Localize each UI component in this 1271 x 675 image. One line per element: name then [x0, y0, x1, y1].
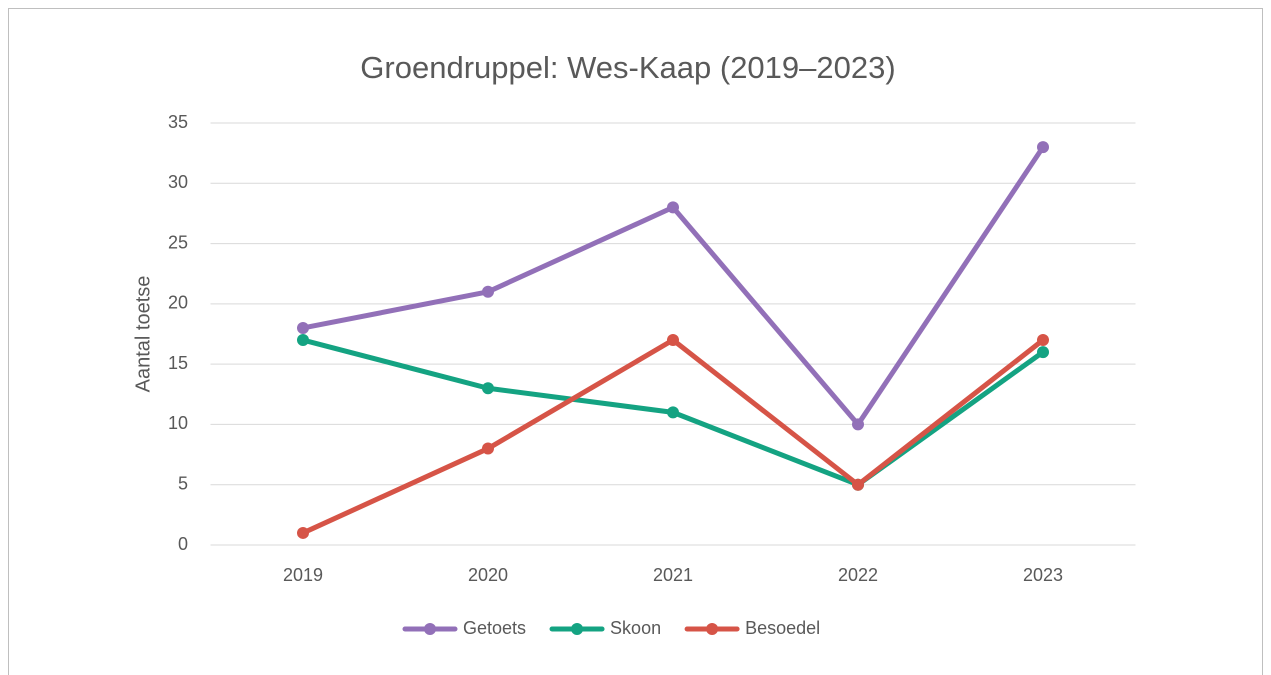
- series-marker: [1037, 346, 1049, 359]
- legend-marker: [424, 623, 436, 635]
- legend-label: Besoedel: [745, 618, 820, 638]
- y-tick-label: 15: [168, 353, 188, 373]
- x-tick-label: 2020: [468, 565, 508, 585]
- series-marker: [482, 382, 494, 395]
- series-marker: [297, 334, 309, 347]
- y-tick-label: 10: [168, 413, 188, 433]
- series-marker: [852, 418, 864, 431]
- legend-label: Skoon: [610, 618, 661, 638]
- series-marker: [1037, 141, 1049, 154]
- x-tick-label: 2023: [1023, 565, 1063, 585]
- legend-marker: [571, 623, 584, 635]
- legend-marker: [706, 623, 719, 635]
- x-tick-label: 2022: [838, 565, 878, 585]
- series-marker: [667, 406, 679, 419]
- series-marker: [297, 321, 309, 334]
- y-tick-label: 0: [178, 534, 188, 554]
- y-tick-label: 30: [168, 172, 188, 192]
- series-marker: [297, 526, 309, 539]
- y-tick-label: 20: [168, 293, 188, 313]
- chart-title: Groendruppel: Wes-Kaap (2019–2023): [360, 50, 895, 85]
- series-marker: [852, 478, 864, 491]
- legend-label: Getoets: [463, 618, 526, 638]
- series-marker: [1037, 334, 1049, 347]
- y-tick-label: 35: [168, 112, 188, 132]
- series-marker: [482, 442, 494, 455]
- y-tick-label: 25: [168, 232, 188, 252]
- y-axis-label: Aantal toetse: [132, 276, 154, 393]
- series-marker: [482, 285, 494, 298]
- x-tick-label: 2021: [653, 565, 693, 585]
- series-marker: [667, 334, 679, 347]
- chart-frame: [8, 8, 1263, 675]
- x-tick-label: 2019: [283, 565, 323, 585]
- series-marker: [667, 201, 679, 214]
- y-tick-label: 5: [178, 473, 188, 493]
